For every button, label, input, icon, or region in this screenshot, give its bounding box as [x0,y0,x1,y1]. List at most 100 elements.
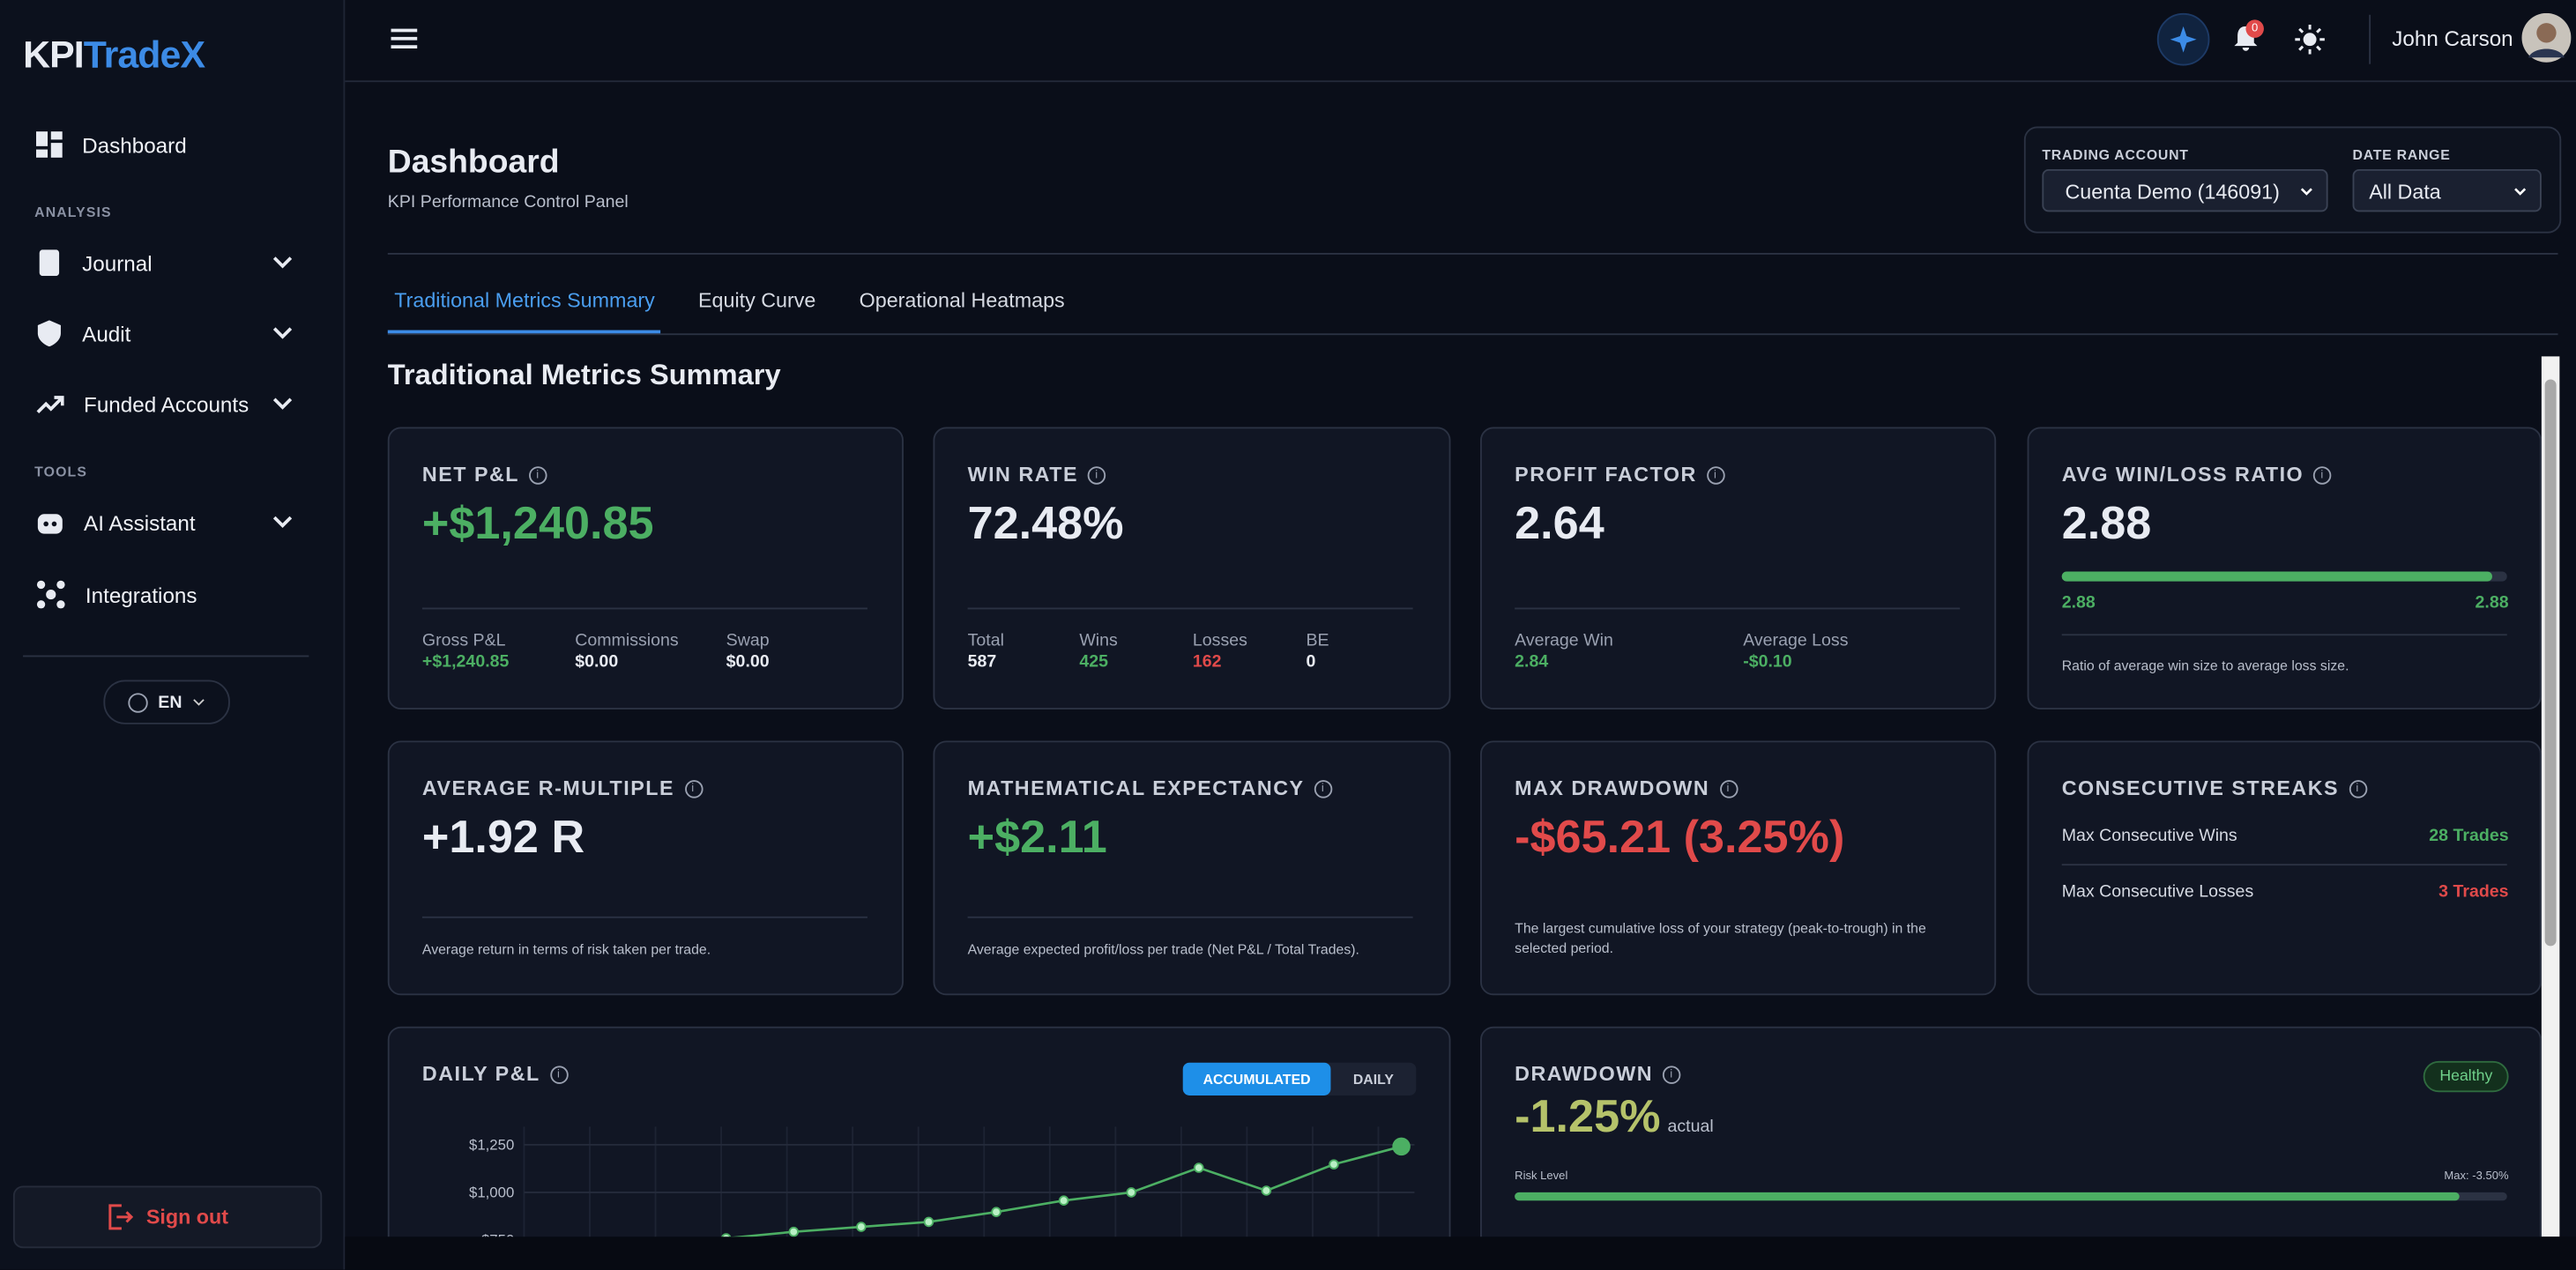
streak-label: Max Consecutive Losses [2061,881,2254,902]
sign-out[interactable]: Sign out [12,1185,323,1249]
stat-label: Commissions [575,630,679,650]
logo-trade: TradeX [83,33,205,76]
streak-value: 28 Trades [2429,826,2509,846]
label-text: AVERAGE R-MULTIPLE [421,776,675,800]
divider [421,916,867,918]
stat-label: Wins [1079,630,1118,650]
card-label: PROFIT FACTOR i [1515,463,1725,486]
divider [967,916,1413,918]
stat-label: Losses [1192,630,1247,650]
icon [37,514,63,534]
info-icon[interactable]: i [549,1065,569,1083]
stat-value: 2.84 [1515,651,1549,672]
nav-integrations[interactable]: Integrations [36,580,197,610]
stat-label: Total [967,630,1004,650]
toggle-active[interactable]: ACCUMULATED [1182,1062,1331,1095]
logo[interactable]: KPITradeX [23,33,205,77]
stat-value: -$0.10 [1743,651,1792,672]
range-select[interactable]: All Data [2352,168,2542,212]
section: ANALYSIS [34,204,112,220]
icon [36,396,64,414]
icon [39,249,60,277]
scrollbar[interactable] [2541,356,2560,1237]
stat-label: Gross P&L [421,630,506,650]
viewport-edge [345,1237,2576,1270]
card-value: 2.64 [1515,497,1604,549]
card-label: MATHEMATICAL EXPECTANCY i [968,776,1333,800]
info-icon[interactable]: i [1706,465,1725,484]
avatar[interactable] [2521,12,2572,63]
nav-dashboard[interactable]: Dashboard [35,131,187,158]
divider [2061,864,2507,866]
risk-fill [1515,1192,2460,1201]
page-subtitle: KPI Performance Control Panel [387,192,629,212]
card-daily_pnl: DAILY P&LiACCUMULATEDDAILY$1,250$1,000$7… [387,1026,1451,1270]
info-icon[interactable]: i [1719,779,1738,798]
ai-button[interactable] [2156,12,2210,66]
info-icon[interactable]: i [2349,779,2367,798]
chevron[interactable] [272,327,293,340]
label: Journal [82,250,153,276]
icon [35,131,63,158]
chevron[interactable] [272,516,293,529]
info-icon[interactable]: i [2313,465,2332,484]
value: Cuenta Demo (146091) [2065,180,2280,204]
info-icon[interactable]: i [1663,1065,1681,1083]
card-label: AVERAGE R-MULTIPLE i [421,776,703,800]
label-text: DAILY P&L [421,1062,540,1086]
menu-button[interactable] [391,28,418,49]
account-select[interactable]: Cuenta Demo (146091) [2042,168,2328,212]
chevron [192,699,205,706]
filter-label: TRADING ACCOUNT [2042,145,2189,163]
card-profit_factor: PROFIT FACTOR i 2.64 Average Win 2.84 Average… [1480,427,1997,710]
label: Audit [82,321,131,346]
label-text: WIN RATE [967,463,1078,486]
nav-funded[interactable]: Funded Accounts [36,391,249,418]
language-select[interactable]: EN [103,680,230,724]
info-icon[interactable]: i [1314,779,1333,798]
label-text: PROFIT FACTOR [1515,463,1697,486]
label: Sign out [145,1205,229,1229]
icon [36,580,65,609]
tab[interactable]: Operational Heatmaps [859,288,1065,313]
chevron[interactable] [272,256,293,270]
chevron [2300,188,2312,196]
label-text: NET P&L [421,463,520,486]
point [1392,1137,1411,1156]
point [1329,1159,1339,1170]
info-icon[interactable]: i [684,779,703,798]
label: Dashboard [82,132,187,157]
label-text: CONSECUTIVE STREAKS [2061,776,2340,800]
info-icon[interactable]: i [529,465,547,484]
point [1261,1185,1272,1196]
divider [421,607,867,610]
label: AI Assistant [84,509,196,535]
logo-kpi: KPI [23,33,85,76]
tab[interactable]: Equity Curve [697,288,816,313]
stat-value: 0 [1306,651,1316,672]
divider [2061,634,2507,636]
chevron[interactable] [272,397,293,411]
nav-ai[interactable]: AI Assistant [36,509,196,536]
card-label: NET P&L i [422,464,547,486]
sidebar: KPITradeX Dashboard ANALYSIS Journal Aud… [0,0,346,1270]
card-label: AVG WIN/LOSS RATIO i [2062,464,2332,486]
nav-journal[interactable]: Journal [36,249,153,277]
user-name[interactable]: John Carson [2392,26,2513,51]
info-icon[interactable]: i [1088,465,1106,484]
y-tick-label: $1,000 [469,1185,514,1201]
card-label: DRAWDOWN i [1515,1063,1681,1086]
label-text: AVG WIN/LOSS RATIO [2061,463,2304,486]
scroll-thumb[interactable] [2544,379,2557,947]
streak-value: 3 Trades [2438,881,2509,902]
nav-audit[interactable]: Audit [36,320,131,347]
toggle: ACCUMULATED DAILY [1182,1062,1417,1095]
card-drawdown: DRAWDOWN i Healthy -1.25% actual Risk Level Ma… [1480,1026,2542,1270]
tab-active[interactable]: Traditional Metrics Summary [394,288,655,313]
theme-toggle[interactable] [2293,23,2326,56]
language: EN [158,692,182,712]
toggle-option[interactable]: DAILY [1352,1071,1394,1088]
stat-label: Average Win [1515,630,1613,650]
